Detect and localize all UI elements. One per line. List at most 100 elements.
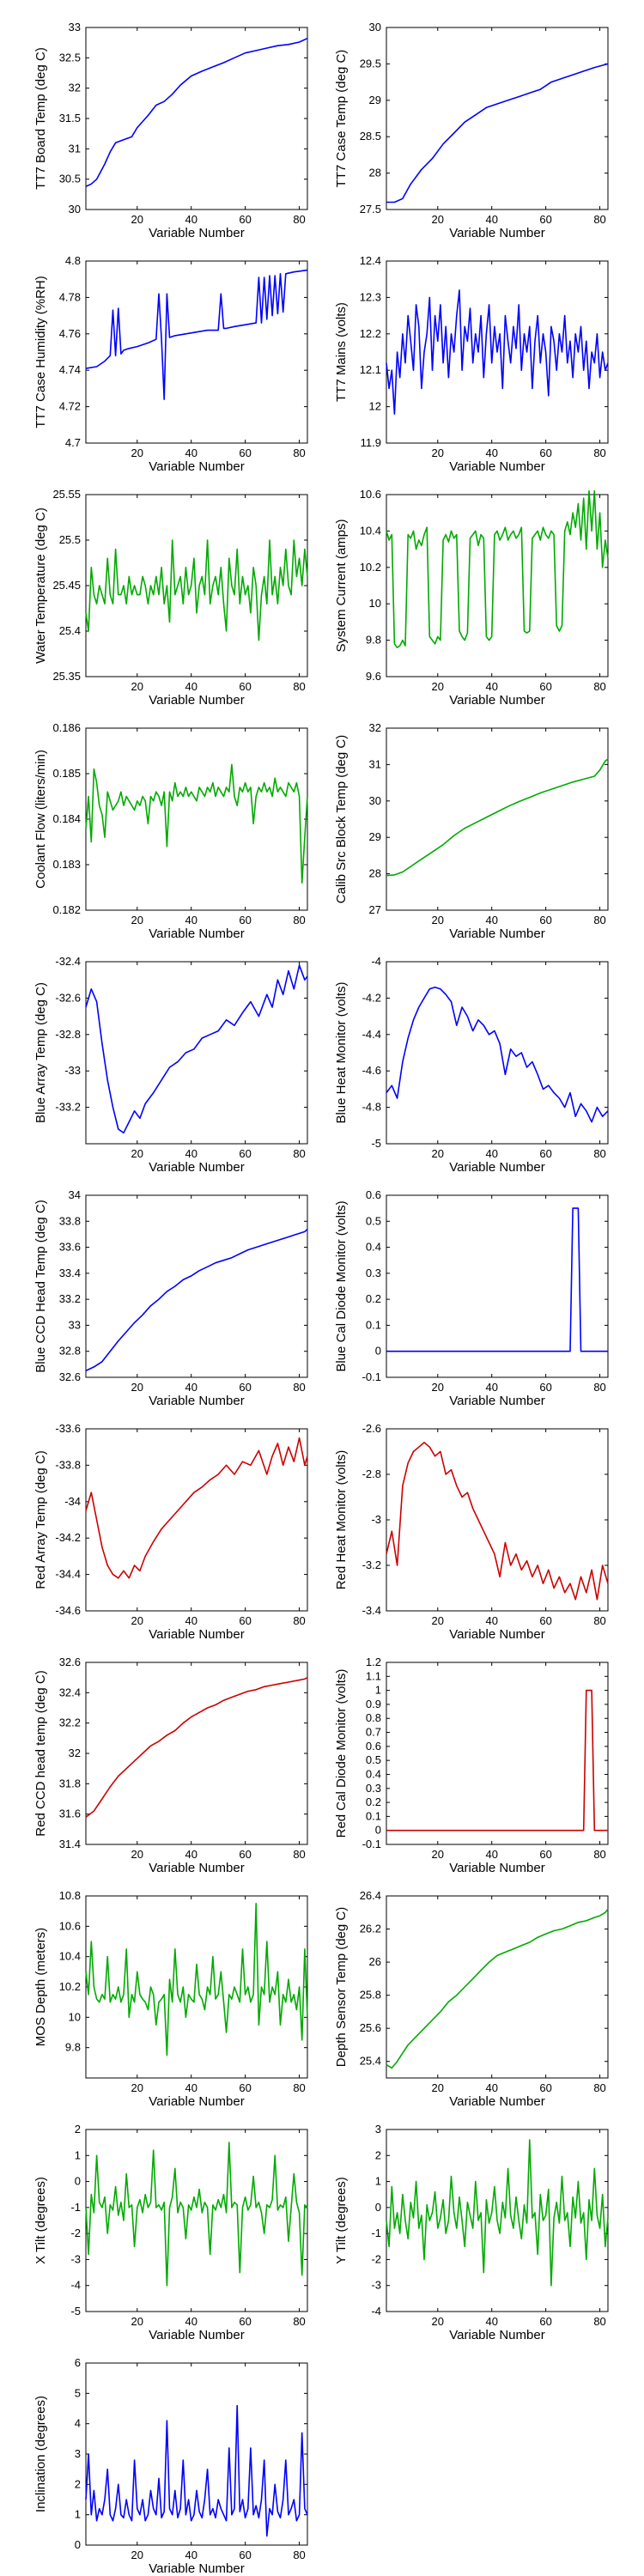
y-tick-label: 26	[369, 1955, 381, 1968]
x-axis-label: Variable Number	[449, 1861, 544, 1875]
x-tick-label: 20	[432, 680, 444, 693]
subplot-mos-depth: 9.8 10 10.2 10.4 10.6 10.8 20 40 60 80 Variable Nu…	[33, 1889, 308, 2109]
y-tick-label: 1.1	[366, 1669, 381, 1682]
x-tick-label: 60	[239, 1848, 251, 1861]
series-line	[85, 964, 308, 1134]
y-tick-label: 0	[75, 2538, 81, 2551]
y-tick-label: 32	[69, 82, 81, 94]
y-tick-label: 34	[69, 1188, 81, 1201]
y-tick-label: 33.6	[59, 1241, 81, 1254]
y-tick-label: 29	[369, 94, 381, 106]
y-tick-label: 0.183	[52, 858, 81, 871]
y-tick-label: 32	[369, 721, 381, 734]
x-axis-label: Variable Number	[449, 927, 544, 941]
y-tick-label: 0.6	[366, 1188, 381, 1201]
y-tick-label: 0	[375, 1345, 381, 1358]
y-tick-label: -1	[70, 2201, 81, 2214]
y-axis-label: TT7 Case Humidity (%RH)	[33, 276, 48, 428]
y-tick-label: 10.4	[59, 1950, 81, 1963]
y-tick-label: 27.5	[360, 203, 381, 216]
series-line	[85, 37, 308, 187]
x-axis-label: Variable Number	[449, 226, 544, 240]
y-tick-label: -0.1	[362, 1370, 381, 1383]
y-tick-label: 4.72	[59, 400, 81, 413]
x-tick-label: 80	[593, 2081, 605, 2094]
y-axis-label: Blue Heat Monitor (volts)	[334, 981, 349, 1123]
plot-area	[85, 1895, 308, 2079]
x-axis-label: Variable Number	[149, 2561, 244, 2576]
subplot-y-tilt: -4 -3 -2 -1 0 1 2 3 20 40 60 80 Variable Number Y Til…	[334, 2123, 609, 2342]
y-tick-label: 33.8	[59, 1214, 81, 1227]
x-axis-label: Variable Number	[449, 1394, 544, 1408]
y-tick-label: 31.4	[59, 1838, 81, 1850]
y-axis-label: Red CCD head temp (deg C)	[33, 1670, 48, 1836]
series-line	[85, 1228, 308, 1372]
y-tick-label: 25.8	[360, 1989, 381, 2002]
y-tick-label: 31.5	[59, 112, 81, 125]
x-axis-label: Variable Number	[449, 459, 544, 474]
x-tick-label: 20	[131, 914, 143, 927]
x-tick-label: 40	[185, 447, 197, 459]
y-tick-label: 1	[375, 2175, 381, 2188]
x-tick-label: 60	[239, 2315, 251, 2328]
x-tick-label: 20	[131, 1848, 143, 1861]
y-tick-label: -3	[70, 2252, 81, 2265]
y-tick-label: 26.2	[360, 1923, 381, 1935]
y-tick-label: 10.6	[59, 1919, 81, 1932]
y-axis-label: Depth Sensor Temp (deg C)	[334, 1907, 349, 2067]
y-tick-label: 31.8	[59, 1777, 81, 1789]
y-tick-label: -4.6	[362, 1064, 381, 1077]
x-tick-label: 80	[593, 1381, 605, 1394]
y-tick-label: 31	[369, 757, 381, 770]
x-axis-label: Variable Number	[149, 1627, 244, 1642]
series-line	[386, 2139, 609, 2287]
x-tick-label: 40	[185, 1614, 197, 1627]
x-tick-label: 80	[593, 2315, 605, 2328]
x-tick-label: 60	[239, 2081, 251, 2094]
subplot-blue-array-temp: -33.2 -33 -32.8 -32.6 -32.4 20 40 60 80 Variable …	[33, 955, 308, 1175]
y-tick-label: 10.2	[59, 1980, 81, 1993]
plot-area	[85, 2129, 308, 2312]
y-tick-label: 30	[369, 794, 381, 807]
x-tick-label: 80	[293, 213, 305, 226]
y-tick-label: -2.6	[362, 1422, 381, 1435]
x-tick-label: 20	[131, 2081, 143, 2094]
x-tick-label: 80	[593, 914, 605, 927]
subplot-calib-src-block-temp: 27 28 29 30 31 32 20 40 60 80 Variable Number Calib…	[334, 721, 609, 941]
x-tick-label: 20	[131, 2549, 143, 2561]
y-tick-label: -32.6	[55, 991, 81, 1004]
y-axis-label: Coolant Flow (liters/min)	[33, 750, 48, 889]
subplot-water-temperature: 25.35 25.4 25.45 25.5 25.55 20 40 60 80 Variable …	[33, 488, 308, 708]
series-line	[85, 763, 308, 884]
y-axis-label: Red Array Temp (deg C)	[33, 1450, 48, 1589]
y-tick-label: -33.8	[55, 1458, 81, 1471]
y-axis-label: TT7 Mains (volts)	[334, 302, 349, 402]
plot-area	[85, 1194, 308, 1378]
y-tick-label: 28.5	[360, 130, 381, 143]
x-tick-label: 20	[131, 447, 143, 459]
x-tick-label: 20	[131, 1381, 143, 1394]
x-tick-label: 80	[293, 447, 305, 459]
x-axis-label: Variable Number	[149, 927, 244, 941]
x-tick-label: 80	[293, 1848, 305, 1861]
y-tick-label: 0.2	[366, 1795, 381, 1808]
x-tick-label: 60	[539, 2315, 551, 2328]
x-tick-label: 20	[131, 1614, 143, 1627]
y-tick-label: 25.5	[59, 533, 81, 546]
y-tick-label: 32.6	[59, 1656, 81, 1668]
x-tick-label: 80	[293, 1381, 305, 1394]
x-tick-label: 40	[185, 1848, 197, 1861]
y-axis-label: Water Temperature (deg C)	[33, 507, 48, 664]
series-line	[85, 269, 308, 400]
y-tick-label: 4.74	[59, 363, 81, 376]
y-tick-label: 4	[75, 2417, 81, 2430]
plot-area	[85, 1428, 308, 1612]
subplot-x-tilt: -5 -4 -3 -2 -1 0 1 2 20 40 60 80 Variable Number X Ti…	[33, 2123, 308, 2342]
x-tick-label: 40	[185, 2081, 197, 2094]
x-tick-label: 60	[539, 2081, 551, 2094]
series-line	[85, 1437, 308, 1579]
y-tick-label: 9.8	[65, 2041, 81, 2054]
y-axis-label: Blue Cal Diode Monitor (volts)	[334, 1200, 349, 1371]
y-tick-label: 9.6	[366, 670, 381, 683]
